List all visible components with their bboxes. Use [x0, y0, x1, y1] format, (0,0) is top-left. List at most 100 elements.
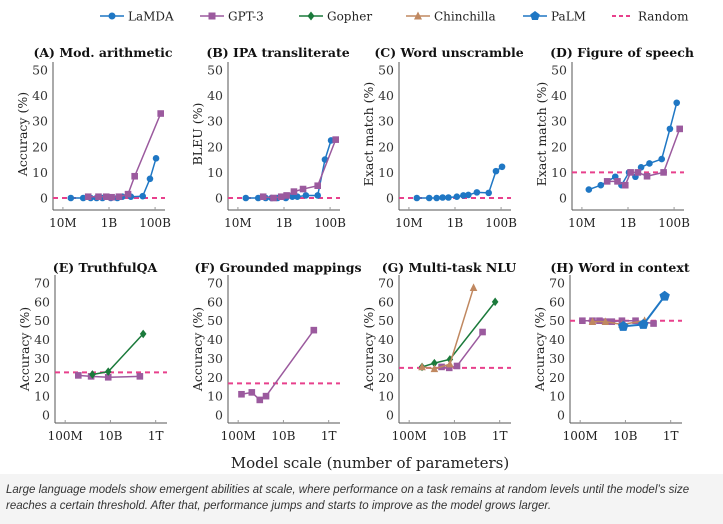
- triangle-marker: [446, 359, 454, 368]
- square-marker: [102, 193, 110, 201]
- x-tick-label: 10M: [568, 216, 596, 230]
- series-line: [421, 301, 496, 368]
- y-tick-label: 20: [378, 370, 394, 385]
- circle-marker: [597, 181, 605, 189]
- circle-marker: [425, 194, 433, 202]
- y-tick-label: 60: [207, 294, 223, 309]
- x-tick-label: 100M: [563, 429, 598, 443]
- y-tick-label: 10: [378, 165, 394, 180]
- square-marker: [256, 396, 264, 404]
- x-axis-title: Model scale (number of parameters): [231, 454, 509, 472]
- y-tick-label: 20: [207, 370, 223, 385]
- square-marker: [115, 193, 123, 201]
- legend-label: GPT-3: [228, 10, 264, 24]
- square-marker: [283, 192, 290, 199]
- square-marker: [95, 193, 102, 201]
- diamond-marker: [431, 358, 438, 368]
- legend-label: Random: [638, 10, 689, 24]
- y-tick-label: 20: [551, 139, 567, 154]
- x-tick-label: 1T: [663, 429, 679, 443]
- y-tick-label: 50: [32, 63, 48, 78]
- series-gpt-3: [603, 125, 683, 189]
- square-marker: [299, 185, 307, 193]
- x-tick-label: 100B: [658, 216, 690, 230]
- circle-marker: [67, 194, 75, 202]
- square-marker: [84, 193, 92, 201]
- circle-marker: [465, 191, 472, 199]
- y-tick-label: 30: [549, 351, 565, 366]
- x-tick-label: 100B: [314, 216, 346, 230]
- y-tick-label: 0: [215, 191, 223, 206]
- x-tick-label: 10M: [395, 216, 423, 230]
- series-line: [263, 139, 337, 199]
- panel-title: (B) IPA transliterate: [206, 45, 349, 60]
- panel-title: (G) Multi-task NLU: [382, 260, 517, 275]
- legend-label: LaMDA: [128, 10, 174, 24]
- circle-marker: [485, 189, 493, 197]
- y-tick-label: 40: [32, 88, 48, 103]
- series-line: [245, 140, 332, 199]
- y-tick-label: 10: [207, 165, 223, 180]
- y-tick-label: 40: [378, 332, 394, 347]
- series-lamda: [242, 137, 335, 202]
- diamond-marker: [104, 367, 112, 376]
- y-tick-label: 70: [549, 276, 565, 291]
- y-tick-label: 10: [551, 165, 567, 180]
- square-marker: [248, 389, 256, 396]
- y-tick-label: 0: [42, 408, 50, 423]
- legend-item-gopher: Gopher: [299, 10, 372, 24]
- panel-title: (F) Grounded mappings: [194, 260, 361, 275]
- triangle-marker: [601, 317, 610, 325]
- y-axis-label: Accuracy (%): [190, 307, 205, 392]
- square-marker: [131, 172, 138, 180]
- series-gopher: [418, 297, 499, 372]
- circle-marker: [637, 163, 645, 171]
- circle-marker: [673, 99, 681, 107]
- x-tick-label: 10B: [98, 429, 122, 443]
- y-tick-label: 20: [207, 139, 223, 154]
- square-marker: [75, 372, 82, 379]
- series-line: [70, 158, 157, 199]
- x-tick-label: 100M: [48, 429, 83, 443]
- y-axis-label: Accuracy (%): [361, 307, 376, 392]
- series-line: [88, 113, 162, 198]
- x-tick-label: 100M: [221, 429, 256, 443]
- y-tick-label: 0: [386, 191, 394, 206]
- y-tick-label: 20: [549, 370, 565, 385]
- circle-marker: [108, 12, 116, 20]
- legend-item-random: Random: [612, 10, 689, 24]
- square-marker: [259, 193, 267, 201]
- series-gpt-3: [259, 136, 339, 202]
- y-tick-label: 30: [378, 351, 394, 366]
- y-tick-label: 30: [551, 114, 567, 129]
- triangle-marker: [469, 283, 478, 292]
- square-marker: [596, 317, 603, 325]
- legend-item-palm: PaLM: [523, 10, 586, 24]
- square-marker: [603, 178, 611, 185]
- square-marker: [208, 12, 216, 20]
- series-line: [592, 319, 645, 326]
- triangle-marker: [414, 11, 422, 20]
- legend-item-lamda: LaMDA: [100, 10, 174, 24]
- circle-marker: [460, 192, 467, 199]
- circle-marker: [498, 163, 506, 171]
- square-marker: [627, 169, 634, 176]
- y-tick-label: 0: [559, 191, 567, 206]
- legend-item-chinchilla: Chinchilla: [406, 10, 496, 24]
- circle-marker: [289, 193, 296, 201]
- square-marker: [124, 190, 132, 198]
- series-chinchilla: [418, 283, 478, 373]
- diamond-marker: [307, 11, 315, 21]
- series-gpt-3: [238, 326, 318, 404]
- square-marker: [290, 188, 298, 195]
- y-tick-label: 50: [549, 313, 565, 328]
- square-marker: [445, 364, 453, 372]
- series-line: [441, 331, 484, 369]
- y-tick-label: 10: [207, 389, 223, 404]
- y-tick-label: 20: [32, 139, 48, 154]
- x-tick-label: 100M: [392, 429, 427, 443]
- square-marker: [108, 193, 115, 201]
- x-tick-label: 1B: [276, 216, 293, 230]
- circle-marker: [433, 194, 440, 202]
- series-gopher: [89, 329, 147, 379]
